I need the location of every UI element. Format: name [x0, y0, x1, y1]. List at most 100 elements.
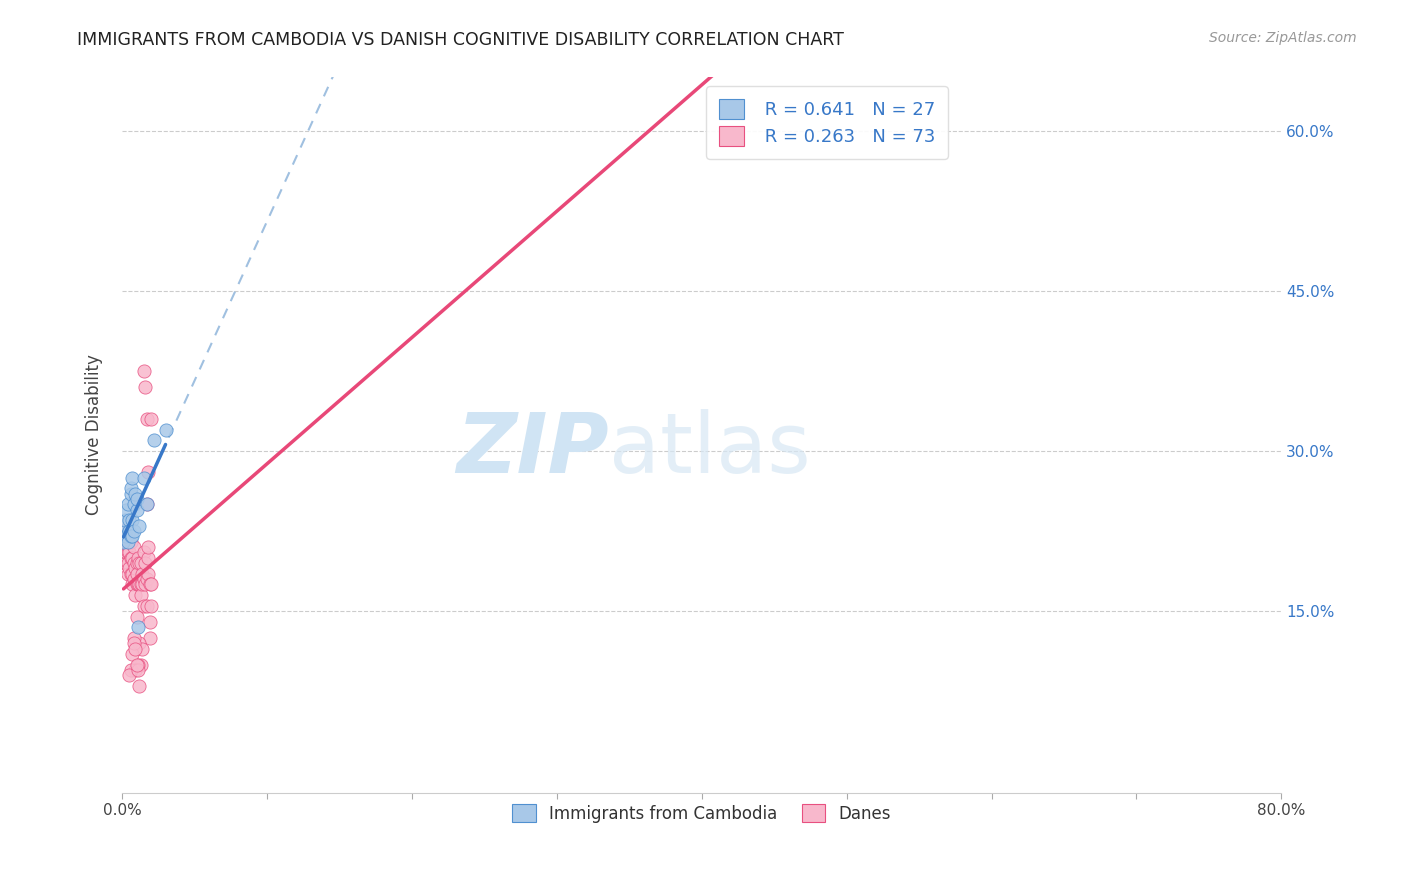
- Point: [121, 471, 143, 485]
- Point: [124, 487, 146, 501]
- Point: [122, 636, 145, 650]
- Point: [129, 577, 152, 591]
- Point: [129, 588, 152, 602]
- Text: atlas: atlas: [609, 409, 811, 490]
- Text: ZIP: ZIP: [457, 409, 609, 490]
- Text: IMMIGRANTS FROM CAMBODIA VS DANISH COGNITIVE DISABILITY CORRELATION CHART: IMMIGRANTS FROM CAMBODIA VS DANISH COGNI…: [77, 31, 844, 49]
- Point: [122, 524, 145, 538]
- Point: [121, 577, 143, 591]
- Point: [121, 513, 143, 527]
- Point: [127, 663, 149, 677]
- Point: [118, 524, 141, 538]
- Point: [134, 380, 156, 394]
- Point: [125, 556, 148, 570]
- Point: [139, 577, 162, 591]
- Point: [114, 524, 136, 538]
- Point: [124, 588, 146, 602]
- Point: [118, 561, 141, 575]
- Point: [125, 577, 148, 591]
- Point: [114, 534, 136, 549]
- Point: [142, 434, 165, 448]
- Point: [139, 412, 162, 426]
- Point: [121, 550, 143, 565]
- Point: [127, 620, 149, 634]
- Point: [132, 471, 155, 485]
- Point: [135, 599, 157, 613]
- Point: [115, 556, 138, 570]
- Point: [117, 566, 139, 581]
- Point: [124, 641, 146, 656]
- Point: [155, 423, 177, 437]
- Point: [128, 556, 150, 570]
- Y-axis label: Cognitive Disability: Cognitive Disability: [86, 355, 103, 516]
- Point: [112, 534, 135, 549]
- Point: [128, 518, 150, 533]
- Point: [120, 487, 142, 501]
- Point: [117, 534, 139, 549]
- Point: [115, 545, 138, 559]
- Point: [135, 412, 157, 426]
- Point: [118, 513, 141, 527]
- Point: [122, 631, 145, 645]
- Point: [129, 556, 152, 570]
- Point: [135, 498, 157, 512]
- Point: [135, 498, 157, 512]
- Point: [138, 615, 160, 629]
- Point: [125, 657, 148, 672]
- Point: [136, 566, 159, 581]
- Point: [120, 482, 142, 496]
- Point: [132, 364, 155, 378]
- Point: [120, 566, 142, 581]
- Point: [138, 631, 160, 645]
- Point: [118, 534, 141, 549]
- Point: [115, 502, 138, 516]
- Point: [131, 641, 153, 656]
- Legend: Immigrants from Cambodia, Danes: Immigrants from Cambodia, Danes: [501, 792, 903, 834]
- Point: [127, 577, 149, 591]
- Point: [134, 556, 156, 570]
- Point: [117, 534, 139, 549]
- Point: [139, 599, 162, 613]
- Text: Source: ZipAtlas.com: Source: ZipAtlas.com: [1209, 31, 1357, 45]
- Point: [128, 679, 150, 693]
- Point: [132, 545, 155, 559]
- Point: [129, 657, 152, 672]
- Point: [122, 556, 145, 570]
- Point: [115, 529, 138, 543]
- Point: [115, 534, 138, 549]
- Point: [122, 498, 145, 512]
- Point: [118, 668, 141, 682]
- Point: [134, 577, 156, 591]
- Point: [120, 529, 142, 543]
- Point: [136, 550, 159, 565]
- Point: [125, 609, 148, 624]
- Point: [127, 657, 149, 672]
- Point: [131, 577, 153, 591]
- Point: [135, 572, 157, 586]
- Point: [128, 636, 150, 650]
- Point: [120, 550, 142, 565]
- Point: [117, 545, 139, 559]
- Point: [112, 534, 135, 549]
- Point: [132, 572, 155, 586]
- Point: [120, 534, 142, 549]
- Point: [136, 540, 159, 554]
- Point: [121, 529, 143, 543]
- Point: [122, 572, 145, 586]
- Point: [118, 545, 141, 559]
- Point: [124, 561, 146, 575]
- Point: [112, 524, 135, 538]
- Point: [124, 663, 146, 677]
- Point: [131, 566, 153, 581]
- Point: [128, 577, 150, 591]
- Point: [117, 498, 139, 512]
- Point: [114, 513, 136, 527]
- Point: [121, 566, 143, 581]
- Point: [117, 556, 139, 570]
- Point: [118, 524, 141, 538]
- Point: [114, 556, 136, 570]
- Point: [125, 502, 148, 516]
- Point: [127, 550, 149, 565]
- Point: [120, 663, 142, 677]
- Point: [125, 492, 148, 507]
